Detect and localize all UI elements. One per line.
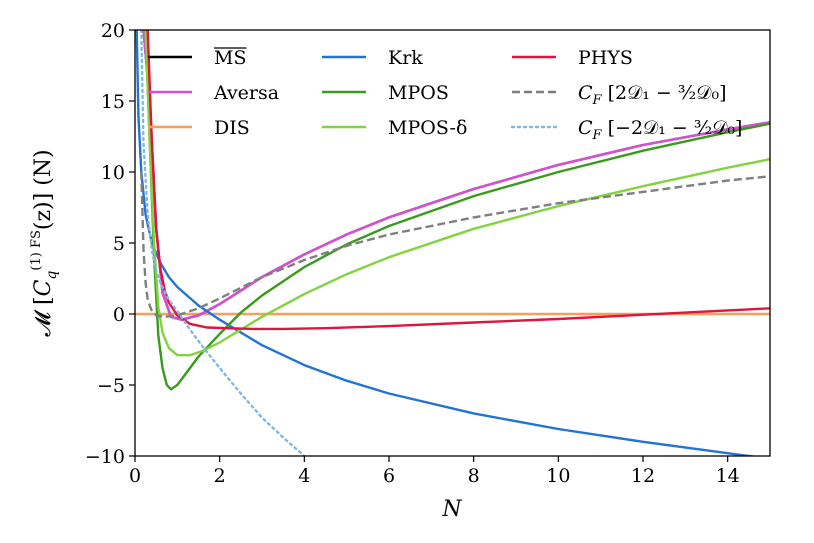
series-line-phys	[146, 30, 770, 331]
legend-item-c-f-2-3-2: CF [−2𝒟₁ − ³⁄₂𝒟₀]	[510, 117, 742, 143]
legend: MS Aversa DIS Krk MPOS MPOS-δ PHYS CF [2𝒟₁ − ³⁄…	[148, 47, 742, 143]
y-tick-label: −10	[85, 446, 125, 468]
x-tick-label: 10	[546, 465, 570, 487]
x-tick-label: 6	[383, 465, 395, 487]
y-tick-label: 10	[101, 162, 125, 184]
y-axis-label-args: (z)] (N)	[31, 149, 56, 230]
legend-item-c-f-2-3-2: CF [2𝒟₁ − ³⁄₂𝒟₀]	[512, 82, 727, 108]
series-line-mpos	[144, 30, 770, 357]
legend-item-phys: PHYS	[512, 47, 633, 69]
legend-label: CF [2𝒟₁ − ³⁄₂𝒟₀]	[578, 82, 727, 108]
series-line-krk	[135, 30, 758, 456]
legend-label: CF [−2𝒟₁ − ³⁄₂𝒟₀]	[578, 117, 742, 143]
y-axis-label-sup: (1) FS	[29, 230, 44, 270]
legend-item-ms: MS	[148, 47, 247, 69]
legend-item-dis: DIS	[148, 117, 250, 139]
x-tick-label: 4	[298, 465, 310, 487]
y-axis-label-prefix: 𝓜 [	[31, 296, 56, 336]
legend-label: MPOS	[388, 82, 449, 104]
series-line-c-f-2-3-2	[140, 30, 306, 456]
y-tick-label: 15	[101, 91, 125, 113]
series-line-aversa	[142, 30, 770, 321]
legend-item-aversa: Aversa	[148, 82, 279, 104]
y-tick-label: −5	[97, 375, 125, 397]
series-line-mpos	[144, 30, 770, 391]
x-tick-label: 0	[129, 465, 141, 487]
svg-text:𝓜 [Cq(1) FS(z)] (N): 𝓜 [Cq(1) FS(z)] (N)	[29, 149, 60, 336]
legend-item-krk: Krk	[322, 47, 423, 69]
series-line-c-f-2-3-2	[140, 171, 770, 318]
y-axis-label: 𝓜 [Cq(1) FS(z)] (N)	[29, 149, 60, 336]
y-tick-label: 20	[101, 20, 125, 42]
x-tick-label: 2	[214, 465, 226, 487]
legend-label: Krk	[388, 47, 423, 69]
series-line-ms	[142, 30, 770, 321]
series-layer	[135, 30, 770, 456]
y-tick-label: 5	[113, 233, 125, 255]
x-tick-label: 8	[468, 465, 480, 487]
legend-label: MPOS-δ	[388, 117, 467, 139]
y-axis-label-main: C	[31, 279, 56, 296]
legend-label: PHYS	[578, 47, 633, 69]
x-axis: 0 2 4 6 8 10 12 14	[129, 456, 740, 487]
x-tick-label: 14	[716, 465, 740, 487]
y-tick-label: 0	[113, 304, 125, 326]
x-axis-label: N	[441, 497, 462, 522]
legend-label: MS	[214, 47, 246, 69]
y-axis: −10 −5 0 5 10 15 20	[85, 20, 135, 468]
legend-item-mpos: MPOS	[322, 82, 449, 104]
x-tick-label: 12	[631, 465, 655, 487]
y-axis-label-sub: q	[44, 271, 60, 280]
legend-item-mpos: MPOS-δ	[322, 117, 467, 139]
legend-label: DIS	[214, 117, 250, 139]
legend-label: Aversa	[213, 82, 279, 104]
